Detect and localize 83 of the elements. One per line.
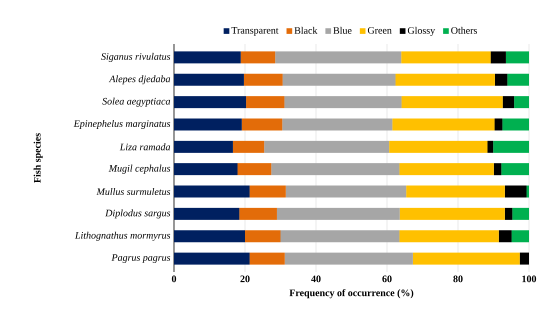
bar	[526, 186, 530, 198]
legend-label: Transparent	[232, 27, 279, 36]
bar	[240, 51, 276, 64]
y-tick-label: Lithognathus mormyrus	[74, 232, 170, 241]
y-tick-label: Siganus rivulatus	[101, 52, 170, 62]
legend-label: Blue	[333, 26, 352, 34]
bar	[242, 118, 282, 130]
bar	[490, 51, 506, 64]
x-tick-label: 60	[382, 276, 392, 282]
bar	[250, 186, 286, 198]
bar	[506, 51, 530, 64]
legend-label: Black	[294, 26, 318, 34]
bar	[399, 230, 499, 242]
bar	[238, 163, 272, 176]
x-tick-label: 20	[240, 276, 250, 282]
y-tick-label: Mullus surmuletus	[96, 188, 170, 196]
bar	[282, 118, 392, 130]
y-tick-label: Mugil cephalus	[108, 164, 170, 174]
bar	[402, 96, 503, 108]
bar	[239, 208, 277, 220]
x-tick-label: 80	[453, 276, 463, 282]
legend-label: Green	[368, 27, 392, 34]
bar	[276, 208, 400, 220]
bar	[174, 74, 244, 86]
bar	[174, 163, 238, 176]
x-tick-label: 0	[172, 276, 176, 282]
bar	[487, 140, 494, 153]
bar	[400, 208, 505, 220]
bar	[174, 140, 233, 153]
bar	[501, 163, 530, 176]
legend-label: Others	[451, 26, 477, 34]
bar	[512, 230, 530, 242]
y-tick-label: Solea aegyptiaca	[102, 98, 170, 107]
bar	[396, 74, 495, 86]
bar	[406, 186, 505, 198]
bar	[245, 230, 280, 242]
bar	[507, 74, 530, 86]
bar	[284, 252, 413, 265]
bar	[271, 163, 400, 176]
bar	[174, 51, 241, 64]
bar	[399, 163, 494, 176]
y-tick-label: Alepes djedaba	[108, 75, 170, 84]
bar	[401, 51, 491, 64]
bar	[502, 118, 530, 130]
bar	[494, 118, 502, 130]
bar	[246, 96, 284, 108]
y-tick-label: Epinephelus marginatus	[74, 120, 170, 129]
y-axis-title: Fish species	[34, 133, 43, 183]
bar	[284, 96, 402, 108]
bar	[174, 252, 250, 265]
bar	[498, 230, 512, 242]
bar	[412, 252, 520, 265]
bar	[494, 163, 502, 176]
bar	[174, 208, 240, 220]
bar	[504, 186, 527, 198]
bar	[493, 140, 530, 153]
x-axis-title: Frequency of occurrence (%)	[289, 289, 414, 298]
bar	[232, 140, 264, 153]
bar	[264, 140, 390, 153]
bar	[282, 74, 396, 86]
bar	[174, 118, 242, 130]
bar	[174, 230, 245, 242]
bar	[494, 74, 508, 86]
bar	[392, 118, 495, 130]
bar	[512, 208, 530, 220]
y-tick-label: Diplodus sargus	[105, 209, 170, 218]
legend-label: Glossy	[408, 26, 436, 36]
bar	[286, 186, 406, 198]
bar	[275, 51, 402, 64]
bar	[514, 96, 530, 108]
bar	[280, 230, 400, 242]
bar	[244, 74, 283, 86]
y-tick-label: Pagrus pagrus	[111, 254, 170, 263]
bar	[174, 96, 246, 108]
bar	[389, 140, 488, 153]
y-tick-label: Liza ramada	[120, 143, 170, 150]
x-tick-label: 40	[311, 276, 321, 282]
bar	[174, 186, 250, 198]
bar	[250, 252, 285, 265]
bar	[520, 252, 530, 265]
bar	[502, 96, 514, 108]
bar	[504, 208, 512, 220]
x-tick-label: 100	[522, 276, 536, 282]
